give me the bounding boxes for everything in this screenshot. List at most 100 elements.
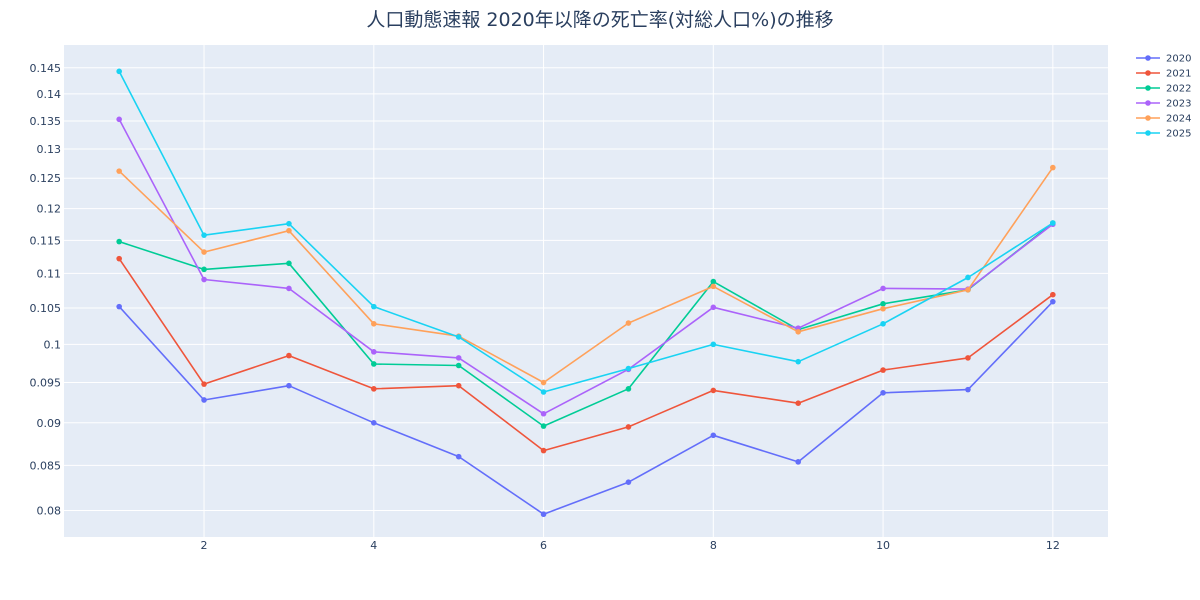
y-tick-label: 0.135 xyxy=(30,115,62,128)
legend-item-2023: 2023 xyxy=(1136,99,1191,110)
data-point xyxy=(540,447,547,454)
x-tick-label: 6 xyxy=(540,539,547,552)
data-point xyxy=(965,287,971,293)
data-point xyxy=(625,424,632,430)
data-point xyxy=(201,276,207,283)
y-tick-label: 0.13 xyxy=(37,143,62,156)
data-point xyxy=(116,238,122,245)
series-line-2023 xyxy=(118,118,1054,415)
legend-swatch-marker xyxy=(1145,100,1151,106)
data-point xyxy=(1050,164,1056,171)
legend-label: 2020 xyxy=(1166,54,1191,65)
data-point xyxy=(710,432,717,439)
data-point xyxy=(455,334,462,340)
legend-swatch-marker xyxy=(1145,70,1151,76)
series-line-2025 xyxy=(118,71,1054,393)
y-axis-ticks: 0.08 0.085 0.09 0.095 0.1 0.105 0.11 0.115 0.12 0… xyxy=(30,62,62,518)
data-point xyxy=(540,410,547,417)
y-tick-label: 0.12 xyxy=(37,203,62,216)
data-point xyxy=(795,358,801,365)
data-point xyxy=(965,386,971,393)
x-tick-label: 8 xyxy=(710,539,717,552)
y-tick-label: 0.1 xyxy=(44,338,62,351)
series-2021 xyxy=(116,255,1056,454)
grid-layer xyxy=(64,45,1108,537)
data-point xyxy=(880,285,886,292)
x-tick-label: 2 xyxy=(201,539,208,552)
legend-item-2021: 2021 xyxy=(1136,69,1191,80)
y-tick-label: 0.105 xyxy=(30,302,62,315)
legend-label: 2021 xyxy=(1166,69,1191,80)
data-point xyxy=(540,511,547,518)
y-tick-label: 0.09 xyxy=(37,417,62,430)
legend-item-2020: 2020 xyxy=(1136,54,1191,65)
data-point xyxy=(201,249,207,255)
x-tick-label: 12 xyxy=(1046,539,1060,552)
series-layer xyxy=(116,68,1056,518)
y-tick-label: 0.11 xyxy=(37,267,62,280)
data-point xyxy=(625,386,632,392)
data-point xyxy=(201,381,207,387)
y-tick-label: 0.145 xyxy=(30,62,62,75)
legend-label: 2022 xyxy=(1166,84,1191,95)
data-point xyxy=(286,285,292,292)
legend-item-2024: 2024 xyxy=(1136,114,1191,125)
legend: 2020 2021 2022 2023 2024 2025 xyxy=(1136,54,1191,140)
plot-background xyxy=(64,45,1108,537)
data-point xyxy=(880,305,886,312)
data-point xyxy=(710,387,717,394)
data-point xyxy=(795,329,801,335)
y-tick-label: 0.14 xyxy=(37,88,62,101)
data-point xyxy=(201,266,207,273)
data-point xyxy=(880,321,886,327)
data-point xyxy=(540,389,547,395)
data-point xyxy=(880,390,886,396)
data-point xyxy=(710,341,717,348)
data-point xyxy=(371,386,377,392)
data-point xyxy=(116,116,122,123)
series-line-2020 xyxy=(118,301,1054,516)
data-point xyxy=(540,379,547,386)
data-point xyxy=(455,382,462,389)
data-point xyxy=(710,278,717,285)
series-line-2024 xyxy=(118,167,1054,384)
data-point xyxy=(880,300,886,307)
data-point xyxy=(201,232,207,238)
data-point xyxy=(625,365,632,372)
series-line-2021 xyxy=(118,258,1054,452)
data-point xyxy=(116,255,122,262)
y-tick-label: 0.095 xyxy=(30,377,62,390)
data-point xyxy=(795,459,801,465)
data-point xyxy=(540,423,547,429)
data-point xyxy=(286,260,292,267)
data-point xyxy=(371,303,377,310)
legend-swatch-marker xyxy=(1145,55,1151,61)
data-point xyxy=(710,304,717,311)
legend-swatch-marker xyxy=(1145,85,1151,91)
data-point xyxy=(201,397,207,403)
data-point xyxy=(1050,298,1056,305)
legend-swatch-marker xyxy=(1145,130,1151,136)
data-point xyxy=(371,349,377,355)
data-point xyxy=(625,320,632,326)
series-2020 xyxy=(116,298,1056,518)
x-axis-ticks: 2 4 6 8 10 12 xyxy=(201,539,1060,552)
data-point xyxy=(965,274,971,281)
y-tick-label: 0.115 xyxy=(30,234,62,247)
x-tick-label: 10 xyxy=(876,539,890,552)
data-point xyxy=(455,453,462,460)
data-point xyxy=(625,479,632,485)
series-2025 xyxy=(116,68,1056,395)
data-point xyxy=(286,220,292,227)
data-point xyxy=(965,355,971,361)
data-point xyxy=(116,68,122,75)
data-point xyxy=(116,168,122,174)
legend-label: 2025 xyxy=(1166,129,1191,140)
data-point xyxy=(710,283,717,290)
data-point xyxy=(371,321,377,327)
data-point xyxy=(455,355,462,361)
data-point xyxy=(371,361,377,367)
series-2024 xyxy=(116,164,1056,386)
data-point xyxy=(286,352,292,359)
